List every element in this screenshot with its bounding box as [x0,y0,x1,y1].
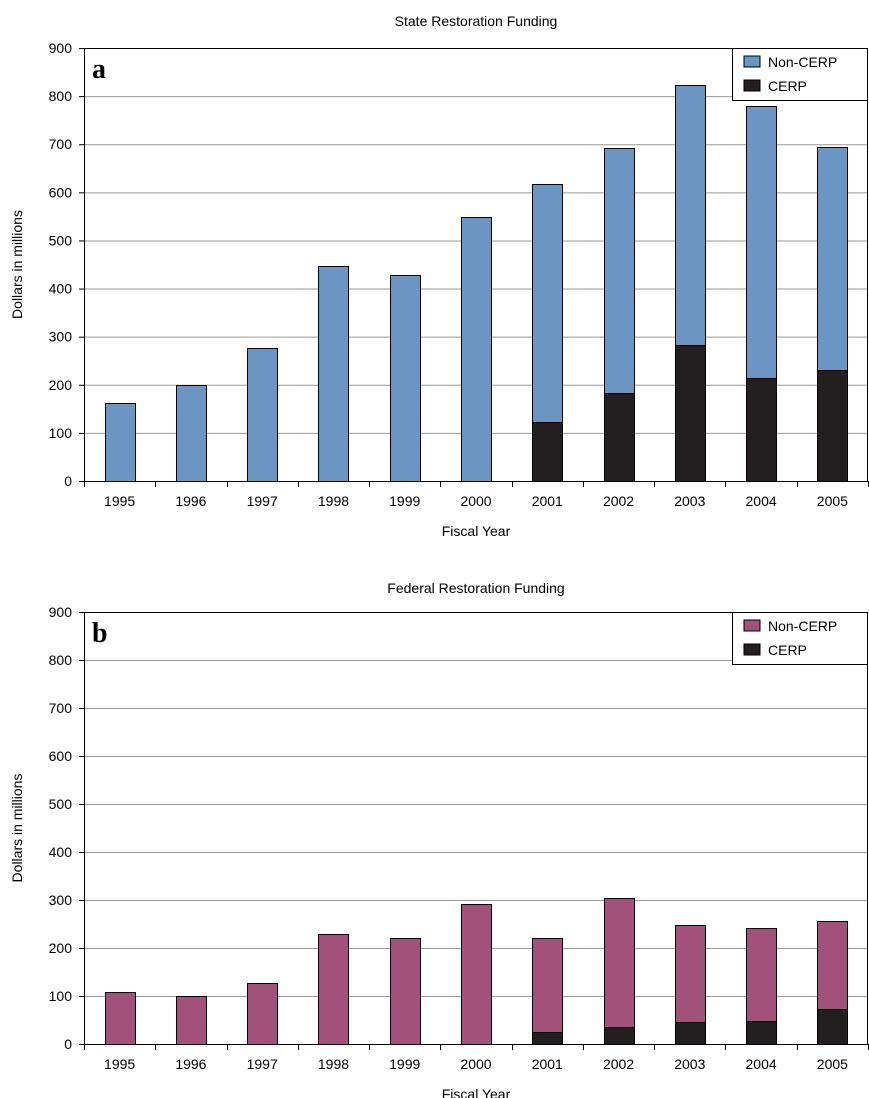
legend-label-non-cerp: Non-CERP [768,618,837,634]
bar-non-cerp-2002 [604,148,635,394]
bar-non-cerp-2003 [675,85,706,346]
x-tick-label: 1998 [318,1056,349,1072]
bar-non-cerp-1998 [318,934,349,1045]
legend-label-cerp: CERP [768,78,807,94]
x-tick-label: 2000 [460,1056,491,1072]
bar-cerp-2003 [675,345,706,482]
x-tick-label: 1997 [247,1056,278,1072]
y-tick-label: 600 [49,184,73,200]
panel-letter: b [92,618,108,649]
y-tick-label: 700 [49,700,73,716]
bar-non-cerp-2004 [746,928,777,1022]
y-tick-label: 900 [49,40,73,56]
legend-swatch-cerp [743,79,761,92]
x-tick-label: 2003 [674,493,705,509]
x-tick-label: 1996 [175,493,206,509]
y-axis-label: Dollars in millions [9,774,25,883]
x-tick-label: 2002 [603,493,634,509]
bar-non-cerp-1995 [105,992,136,1045]
x-tick-label: 1999 [389,493,420,509]
y-tick-label: 200 [49,940,73,956]
bar-non-cerp-1999 [390,938,421,1045]
y-tick-label: 500 [49,796,73,812]
x-tick-label: 1995 [104,1056,135,1072]
chart-panel-a: State Restoration Funding 0 100 200 300 400 50… [9,13,869,539]
bar-non-cerp-2005 [817,147,848,371]
legend-swatch-non-cerp [743,55,761,68]
y-tick-label: 100 [49,425,73,441]
bar-non-cerp-1997 [247,983,278,1045]
bar-non-cerp-1999 [390,275,421,482]
chart-panel-b: Federal Restoration Funding 0 100 200 300 400… [9,580,869,1098]
panel-letter: a [92,54,106,85]
bar-cerp-2001 [532,422,563,482]
x-tick-label: 2002 [603,1056,634,1072]
legend-label-non-cerp: Non-CERP [768,54,837,70]
legend-label-cerp: CERP [768,642,807,658]
y-tick-label: 900 [49,604,73,620]
y-tick-label: 0 [64,473,72,489]
y-tick-label: 500 [49,232,73,248]
y-axis-label: Dollars in millions [9,210,25,319]
plot-frame [84,48,868,482]
y-tick-label: 800 [49,652,73,668]
bar-non-cerp-2000 [461,904,492,1045]
x-axis-label: Fiscal Year [442,523,511,539]
bar-non-cerp-2003 [675,925,706,1023]
x-tick-label: 2004 [746,493,777,509]
plot-frame [84,612,868,1045]
bar-cerp-2002 [604,393,635,482]
y-tick-label: 300 [49,329,73,345]
legend: Non-CERP CERP [732,48,868,101]
x-tick-label: 2005 [817,1056,848,1072]
y-tick-label: 400 [49,281,73,297]
y-tick-label: 600 [49,748,73,764]
y-tick-label: 200 [49,377,73,393]
x-tick-label: 2004 [746,1056,777,1072]
chart-title: Federal Restoration Funding [387,580,564,596]
x-tick-label: 1996 [175,1056,206,1072]
bar-non-cerp-2001 [532,184,563,423]
bar-non-cerp-1996 [176,996,207,1045]
legend-swatch-non-cerp [743,619,761,632]
x-tick-label: 2005 [817,493,848,509]
x-tick-label: 1997 [247,493,278,509]
x-tick-label: 2003 [674,1056,705,1072]
bar-non-cerp-1996 [176,385,207,482]
y-tick-label: 100 [49,988,73,1004]
bar-non-cerp-1997 [247,348,278,482]
x-tick-label: 1999 [389,1056,420,1072]
x-tick-label: 1998 [318,493,349,509]
bar-cerp-2004 [746,378,777,482]
bar-cerp-2004 [746,1021,777,1045]
bar-non-cerp-2004 [746,106,777,379]
y-tick-label: 700 [49,136,73,152]
y-tick-label: 300 [49,892,73,908]
bar-non-cerp-2002 [604,898,635,1028]
y-tick-label: 800 [49,88,73,104]
y-tick-label: 0 [64,1036,72,1052]
x-tick-label: 2000 [460,493,491,509]
bar-cerp-2005 [817,1009,848,1045]
bar-non-cerp-1995 [105,403,136,482]
y-tick-label: 400 [49,844,73,860]
x-axis-label: Fiscal Year [442,1086,511,1098]
chart-title: State Restoration Funding [395,13,558,29]
x-tick-label: 2001 [532,1056,563,1072]
x-tick-label: 1995 [104,493,135,509]
bar-non-cerp-1998 [318,266,349,482]
bar-cerp-2002 [604,1027,635,1045]
bar-non-cerp-2001 [532,938,563,1033]
bar-cerp-2005 [817,370,848,482]
legend: Non-CERP CERP [732,612,868,665]
x-tick-label: 2001 [532,493,563,509]
legend-swatch-cerp [743,643,761,656]
bar-cerp-2003 [675,1022,706,1045]
bar-cerp-2001 [532,1032,563,1045]
bar-non-cerp-2005 [817,921,848,1010]
bar-non-cerp-2000 [461,217,492,482]
